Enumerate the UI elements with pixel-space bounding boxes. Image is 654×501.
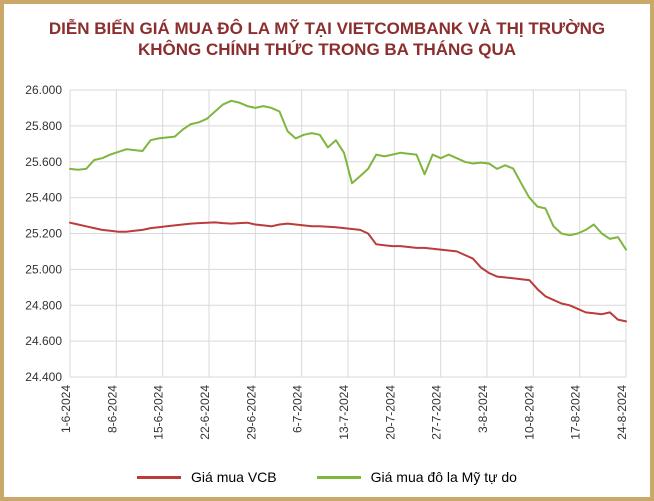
svg-text:17-8-2024: 17-8-2024 [569,385,583,440]
legend-swatch-vcb [137,476,181,479]
title-line-1: DIỄN BIẾN GIÁ MUA ĐÔ LA MỸ TẠI VIETCOMBA… [49,19,605,38]
svg-text:1-6-2024: 1-6-2024 [59,385,73,433]
svg-text:24.600: 24.600 [25,334,62,348]
svg-text:25.200: 25.200 [25,227,62,241]
legend-label-vcb: Giá mua VCB [191,469,277,485]
legend-swatch-free [317,476,361,479]
svg-text:8-6-2024: 8-6-2024 [105,385,119,433]
legend-label-free: Giá mua đô la Mỹ tự do [371,469,517,485]
svg-text:24.800: 24.800 [25,298,62,312]
legend-item-free: Giá mua đô la Mỹ tự do [317,469,517,485]
chart-title: DIỄN BIẾN GIÁ MUA ĐÔ LA MỸ TẠI VIETCOMBA… [4,4,650,67]
svg-text:26.000: 26.000 [25,83,62,97]
svg-text:6-7-2024: 6-7-2024 [291,385,305,433]
svg-text:25.800: 25.800 [25,119,62,133]
legend-item-vcb: Giá mua VCB [137,469,277,485]
svg-text:25.400: 25.400 [25,191,62,205]
svg-text:15-6-2024: 15-6-2024 [152,385,166,440]
svg-text:22-6-2024: 22-6-2024 [198,385,212,440]
svg-text:25.000: 25.000 [25,262,62,276]
legend: Giá mua VCB Giá mua đô la Mỹ tự do [4,469,650,485]
svg-text:24.400: 24.400 [25,370,62,384]
plot-area: 24.400 24.600 24.800 25.000 25.200 25.400 25.6… [14,82,640,449]
svg-text:10-8-2024: 10-8-2024 [522,385,536,440]
svg-text:13-7-2024: 13-7-2024 [337,385,351,440]
svg-text:29-6-2024: 29-6-2024 [244,385,258,440]
svg-text:3-8-2024: 3-8-2024 [476,385,490,433]
line-chart-svg: 24.400 24.600 24.800 25.000 25.200 25.400 25.6… [14,82,640,449]
svg-text:24-8-2024: 24-8-2024 [615,385,629,440]
chart-card: DIỄN BIẾN GIÁ MUA ĐÔ LA MỸ TẠI VIETCOMBA… [0,0,654,501]
svg-text:20-7-2024: 20-7-2024 [383,385,397,440]
title-line-2: KHÔNG CHÍNH THỨC TRONG BA THÁNG QUA [138,40,516,59]
svg-text:27-7-2024: 27-7-2024 [430,385,444,440]
svg-text:25.600: 25.600 [25,155,62,169]
